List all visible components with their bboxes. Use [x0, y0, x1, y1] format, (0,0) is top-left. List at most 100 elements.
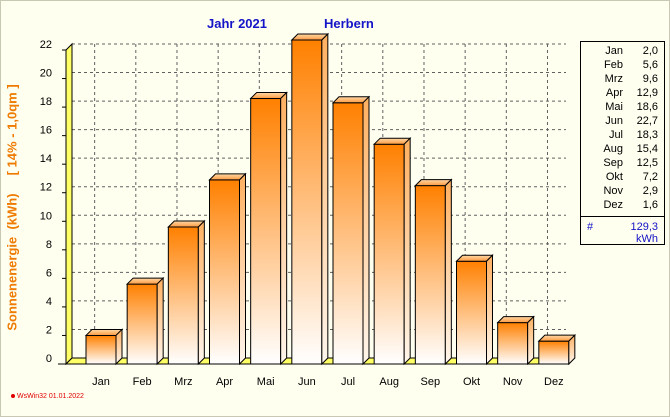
y-tick-label: 8	[46, 239, 52, 251]
x-tick-label: Jun	[298, 376, 316, 388]
legend-value: 5,6	[642, 59, 658, 71]
bar-front	[209, 179, 240, 365]
legend-month: Aug	[603, 143, 623, 155]
legend-row: Apr 12,9	[581, 87, 664, 101]
x-tick-label: Aug	[379, 376, 399, 388]
legend-value: 12,5	[636, 157, 658, 169]
bar-front	[126, 283, 158, 365]
legend-sum-value: 129,3	[630, 221, 658, 233]
legend-month: Jul	[608, 129, 623, 141]
legend-row: Jul 18,3	[581, 129, 664, 143]
chart-title-year: Jahr 2021	[207, 16, 267, 31]
legend-separator	[581, 216, 664, 217]
y-tick-label: 20	[40, 68, 52, 80]
y-tick-label: 22	[40, 39, 52, 51]
y-tick-label: 2	[46, 324, 52, 336]
x-tick-label: Mai	[257, 376, 275, 388]
x-tick-label: Dez	[544, 376, 564, 388]
bar-side	[115, 328, 123, 366]
legend-row: Jun 22,7	[581, 115, 664, 129]
legend-month: Jan	[605, 45, 623, 57]
y-tick-label: 0	[46, 353, 52, 365]
legend-row: Mrz 9,6	[581, 73, 664, 87]
legend-value: 1,6	[642, 199, 658, 211]
x-tick-label: Jul	[341, 376, 355, 388]
bar	[84, 328, 124, 366]
bar	[290, 32, 330, 366]
bar	[125, 276, 165, 366]
bar-front	[538, 340, 570, 365]
footer-text: WsWin32 01.01.2022	[17, 393, 84, 400]
y-tick-label: 18	[40, 96, 52, 108]
bar	[167, 219, 206, 366]
legend-month: Dez	[603, 199, 623, 211]
legend-value: 22,7	[636, 115, 658, 127]
legend-value: 15,4	[636, 143, 658, 155]
bar	[496, 315, 535, 366]
bar-side	[156, 276, 164, 366]
legend-row: Sep 12,5	[581, 157, 664, 171]
legend-value: 18,6	[636, 101, 658, 113]
legend-month: Jun	[605, 115, 623, 127]
footer-credit: WsWin32 01.01.2022	[11, 393, 84, 400]
legend-sum-unit: kWh	[636, 233, 658, 245]
x-tick-label: Apr	[216, 376, 233, 388]
legend-row: Okt 7,2	[581, 171, 664, 185]
legend-value: 7,2	[642, 171, 658, 183]
bar-front	[85, 334, 117, 365]
legend-row: Dez 1,6	[581, 199, 664, 213]
y-tick-label: 16	[40, 125, 52, 137]
bar-side	[321, 32, 329, 366]
legend-month: Okt	[605, 171, 623, 183]
legend-value: 2,0	[642, 45, 658, 57]
bar-side	[280, 91, 288, 366]
y-axis-wall	[65, 42, 73, 366]
bar-front	[167, 226, 199, 365]
bar	[372, 136, 412, 366]
y-tick-label: 10	[40, 210, 52, 222]
bar-side	[444, 178, 452, 366]
tick-labels: 0 2 4 6 8 10 12 14 16 18 20 22 Jan Feb Mrz Apr Mai Jun Jul…	[40, 39, 564, 388]
legend: Jan 2,0 Feb 5,6 Mrz 9,6 Apr 12,9 Mai 18,6 Jun 22,7 J…	[580, 41, 665, 245]
x-tick-label: Sep	[421, 376, 441, 388]
legend-value: 18,3	[636, 129, 658, 141]
legend-month: Mrz	[604, 73, 623, 85]
x-tick-label: Jan	[92, 376, 110, 388]
legend-sum-symbol: #	[587, 221, 594, 233]
bar-front	[291, 39, 323, 365]
bar-front	[497, 322, 529, 365]
bar	[414, 178, 453, 366]
bar-front	[373, 143, 405, 365]
bar-side	[403, 136, 411, 366]
bar-side	[568, 333, 576, 366]
x-tick-label: Nov	[503, 376, 523, 388]
bar	[331, 95, 371, 366]
legend-month: Apr	[605, 87, 623, 99]
bar-side	[486, 254, 493, 366]
chart-title-place: Herbern	[324, 16, 374, 31]
x-tick-label: Okt	[463, 376, 480, 388]
bar-side	[197, 219, 205, 366]
legend-value: 2,9	[642, 185, 658, 197]
bar	[249, 91, 288, 366]
bars	[84, 32, 577, 366]
y-tick-label: 12	[40, 182, 52, 194]
legend-value: 9,6	[642, 73, 658, 85]
legend-row: Feb 5,6	[581, 59, 664, 73]
legend-box: Jan 2,0 Feb 5,6 Mrz 9,6 Apr 12,9 Mai 18,6 Jun 22,7 J…	[580, 41, 665, 245]
bar-side	[362, 95, 370, 366]
legend-row: Mai 18,6	[581, 101, 664, 115]
x-tick-label: Mrz	[174, 376, 192, 388]
legend-row: Jan 2,0	[581, 45, 664, 59]
legend-month: Mai	[605, 101, 623, 113]
legend-month: Feb	[604, 59, 623, 71]
bar-front	[414, 185, 446, 365]
footer-dot-icon	[11, 394, 15, 399]
x-tick-label: Feb	[133, 376, 152, 388]
bar-side	[527, 315, 535, 366]
bar-side	[239, 172, 246, 366]
bar	[208, 172, 247, 366]
bar	[537, 333, 577, 366]
bar-front	[250, 98, 282, 365]
